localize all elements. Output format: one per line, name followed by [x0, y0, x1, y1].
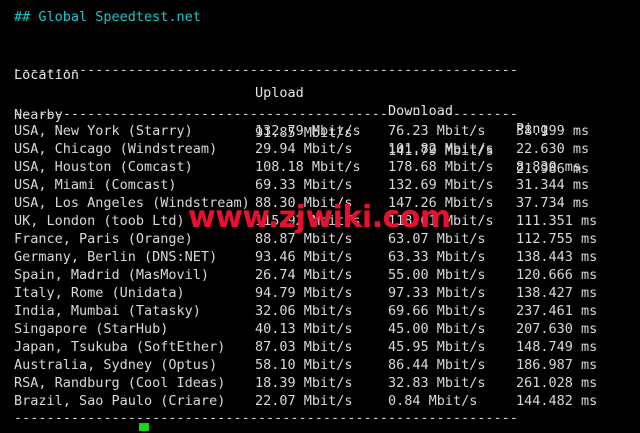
row-ping: 237.461 ms [516, 303, 598, 319]
row-upload: 115.92 Mbit/s [255, 213, 361, 229]
row-download: 32.83 Mbit/s [388, 375, 486, 391]
row-location: USA, Chicago (Windstream) [14, 141, 218, 157]
row-upload: 22.07 Mbit/s [255, 393, 353, 409]
row-download: 97.33 Mbit/s [388, 285, 486, 301]
row-location: USA, Houston (Comcast) [14, 159, 193, 175]
row-upload: 88.30 Mbit/s [255, 195, 353, 211]
row-download: 55.00 Mbit/s [388, 267, 486, 283]
page-title: ## Global Speedtest.net [14, 9, 201, 25]
row-ping: 186.987 ms [516, 357, 598, 373]
row-upload: 88.87 Mbit/s [255, 231, 353, 247]
column-header-location: Location [14, 67, 80, 83]
nearby-separator: ----------------------------------------… [14, 106, 518, 122]
row-download: 178.68 Mbit/s [388, 159, 494, 175]
table-row: USA, New York (Starry) 132.79 Mbit/s 76.23… [0, 122, 640, 140]
row-ping: 31.344 ms [516, 177, 590, 193]
row-download: 132.69 Mbit/s [388, 177, 494, 193]
table-row-nearby: Nearby 91.85 Mbit/s 141.79 Mbit/s 21.986… [0, 88, 640, 177]
row-location: Australia, Sydney (Optus) [14, 357, 218, 373]
row-download: 63.07 Mbit/s [388, 231, 486, 247]
table-row: USA, Los Angeles (Windstream) 88.30 Mbit/… [0, 194, 640, 212]
table-row: USA, Chicago (Windstream) 29.94 Mbit/s 101… [0, 140, 640, 158]
nearby-ping: 21.986 ms [516, 161, 590, 177]
row-upload: 132.79 Mbit/s [255, 123, 361, 139]
column-header-ping: Ping [516, 121, 549, 137]
row-upload: 26.74 Mbit/s [255, 267, 353, 283]
row-download: 45.00 Mbit/s [388, 321, 486, 337]
table-row: Australia, Sydney (Optus) 58.10 Mbit/s 86.… [0, 356, 640, 374]
table-row: Italy, Rome (Unidata) 94.79 Mbit/s 97.33 M… [0, 284, 640, 302]
row-location: Italy, Rome (Unidata) [14, 285, 185, 301]
row-download: 76.23 Mbit/s [388, 123, 486, 139]
header-separator: ----------------------------------------… [14, 62, 518, 78]
row-ping: 38.199 ms [516, 123, 590, 139]
row-download: 69.66 Mbit/s [388, 303, 486, 319]
row-ping: 144.482 ms [516, 393, 598, 409]
table-row: Spain, Madrid (MasMovil) 26.74 Mbit/s 55.0… [0, 266, 640, 284]
table-row: RSA, Randburg (Cool Ideas) 18.39 Mbit/s 32… [0, 374, 640, 392]
row-download: 118.01 Mbit/s [388, 213, 494, 229]
row-location: USA, Miami (Comcast) [14, 177, 177, 193]
row-ping: 138.427 ms [516, 285, 598, 301]
table-row: Singapore (StarHub) 40.13 Mbit/s 45.00 Mbi… [0, 320, 640, 338]
row-download: 45.95 Mbit/s [388, 339, 486, 355]
row-download: 63.33 Mbit/s [388, 249, 486, 265]
table-row: USA, Miami (Comcast) 69.33 Mbit/s 132.69 M… [0, 176, 640, 194]
row-upload: 94.79 Mbit/s [255, 285, 353, 301]
row-download: 0.84 Mbit/s [388, 393, 478, 409]
nearby-location: Nearby [14, 107, 63, 123]
row-location: Japan, Tsukuba (SoftEther) [14, 339, 226, 355]
table-row: UK, London (toob Ltd) 115.92 Mbit/s 118.01… [0, 212, 640, 230]
row-ping: 8.830 ms [516, 159, 582, 175]
row-upload: 18.39 Mbit/s [255, 375, 353, 391]
row-upload: 93.46 Mbit/s [255, 249, 353, 265]
table-header-row: Location Upload Download Ping [0, 48, 640, 137]
row-location: Spain, Madrid (MasMovil) [14, 267, 210, 283]
table-row: Brazil, Sao Paulo (Criare) 22.07 Mbit/s 0.… [0, 392, 640, 410]
footer-separator: ----------------------------------------… [14, 410, 518, 426]
row-upload: 69.33 Mbit/s [255, 177, 353, 193]
row-ping: 148.749 ms [516, 339, 598, 355]
row-upload: 58.10 Mbit/s [255, 357, 353, 373]
table-row: India, Mumbai (Tatasky) 32.06 Mbit/s 69.66… [0, 302, 640, 320]
row-upload: 29.94 Mbit/s [255, 141, 353, 157]
row-upload: 32.06 Mbit/s [255, 303, 353, 319]
row-location: UK, London (toob Ltd) [14, 213, 185, 229]
row-ping: 37.734 ms [516, 195, 590, 211]
row-upload: 108.18 Mbit/s [255, 159, 361, 175]
row-location: USA, New York (Starry) [14, 123, 193, 139]
row-location: Brazil, Sao Paulo (Criare) [14, 393, 226, 409]
row-location: Germany, Berlin (DNS:NET) [14, 249, 218, 265]
block-cursor [139, 423, 149, 431]
column-header-download: Download [388, 103, 454, 119]
row-ping: 22.630 ms [516, 141, 590, 157]
row-download: 147.26 Mbit/s [388, 195, 494, 211]
row-ping: 112.755 ms [516, 231, 598, 247]
row-location: India, Mumbai (Tatasky) [14, 303, 201, 319]
column-header-upload: Upload [255, 85, 304, 101]
table-row: Japan, Tsukuba (SoftEther) 87.03 Mbit/s 45… [0, 338, 640, 356]
nearby-download: 141.79 Mbit/s [388, 143, 494, 159]
table-row: Germany, Berlin (DNS:NET) 93.46 Mbit/s 63.… [0, 248, 640, 266]
row-location: France, Paris (Orange) [14, 231, 193, 247]
nearby-upload: 91.85 Mbit/s [255, 125, 353, 141]
row-ping: 111.351 ms [516, 213, 598, 229]
row-download: 101.82 Mbit/s [388, 141, 494, 157]
row-location: USA, Los Angeles (Windstream) [14, 195, 250, 211]
row-ping: 138.443 ms [516, 249, 598, 265]
table-row: USA, Houston (Comcast) 108.18 Mbit/s 178.6… [0, 158, 640, 176]
row-ping: 207.630 ms [516, 321, 598, 337]
row-location: Singapore (StarHub) [14, 321, 169, 337]
row-download: 86.44 Mbit/s [388, 357, 486, 373]
table-row: France, Paris (Orange) 88.87 Mbit/s 63.07 … [0, 230, 640, 248]
row-location: RSA, Randburg (Cool Ideas) [14, 375, 226, 391]
row-upload: 87.03 Mbit/s [255, 339, 353, 355]
row-ping: 261.028 ms [516, 375, 598, 391]
row-ping: 120.666 ms [516, 267, 598, 283]
row-upload: 40.13 Mbit/s [255, 321, 353, 337]
